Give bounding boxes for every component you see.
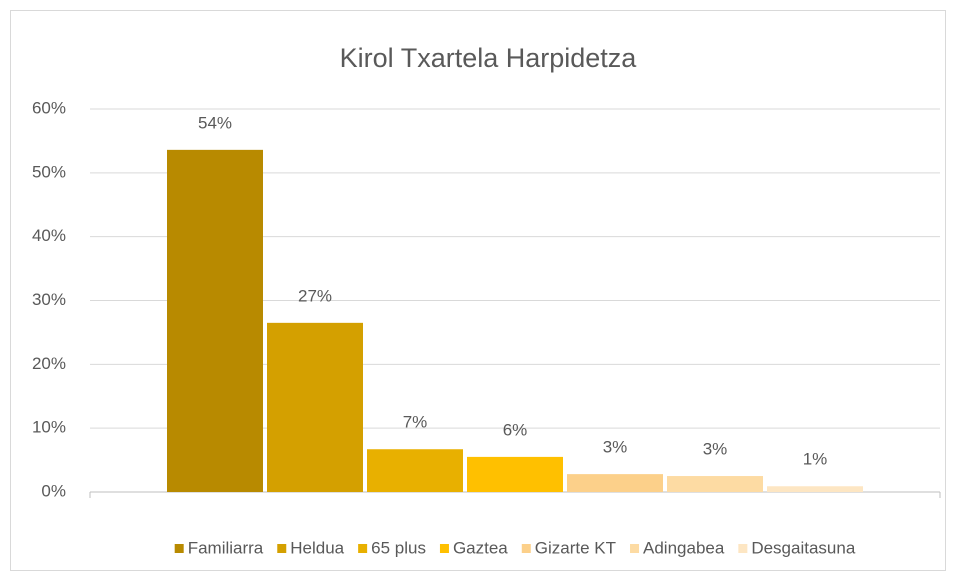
bar [567, 474, 663, 492]
y-tick-label: 10% [32, 418, 66, 437]
legend-label: Gizarte KT [535, 538, 616, 557]
y-tick-label: 50% [32, 162, 66, 181]
legend-label: Adingabea [643, 538, 725, 557]
legend-swatch [277, 544, 287, 553]
bar [767, 486, 863, 492]
data-label: 3% [603, 438, 628, 457]
legend-label: Gaztea [453, 538, 508, 557]
legend-label: Desgaitasuna [751, 538, 856, 557]
legend-swatch [439, 544, 449, 553]
legend-swatch [174, 544, 184, 553]
legend-label: Heldua [290, 538, 344, 557]
legend-swatch [630, 544, 640, 553]
data-label: 7% [403, 413, 428, 432]
bar [167, 149, 263, 492]
data-label: 6% [503, 420, 528, 439]
bar [667, 476, 763, 492]
legend-swatch [738, 544, 748, 553]
legend-label: Familiarra [188, 538, 264, 557]
bar [367, 449, 463, 492]
y-tick-label: 20% [32, 354, 66, 373]
legend-swatch [358, 544, 368, 553]
bar [467, 456, 563, 492]
data-label: 1% [803, 450, 828, 469]
data-label: 3% [703, 440, 728, 459]
legend-label: 65 plus [371, 538, 426, 557]
chart-title: Kirol Txartela Harpidetza [340, 43, 638, 73]
data-label: 27% [298, 286, 332, 305]
y-tick-label: 40% [32, 226, 66, 245]
bar [267, 322, 363, 492]
legend-swatch [521, 544, 531, 553]
y-tick-label: 60% [32, 98, 66, 117]
data-label: 54% [198, 113, 232, 132]
y-tick-label: 30% [32, 290, 66, 309]
y-tick-label: 0% [41, 481, 66, 500]
